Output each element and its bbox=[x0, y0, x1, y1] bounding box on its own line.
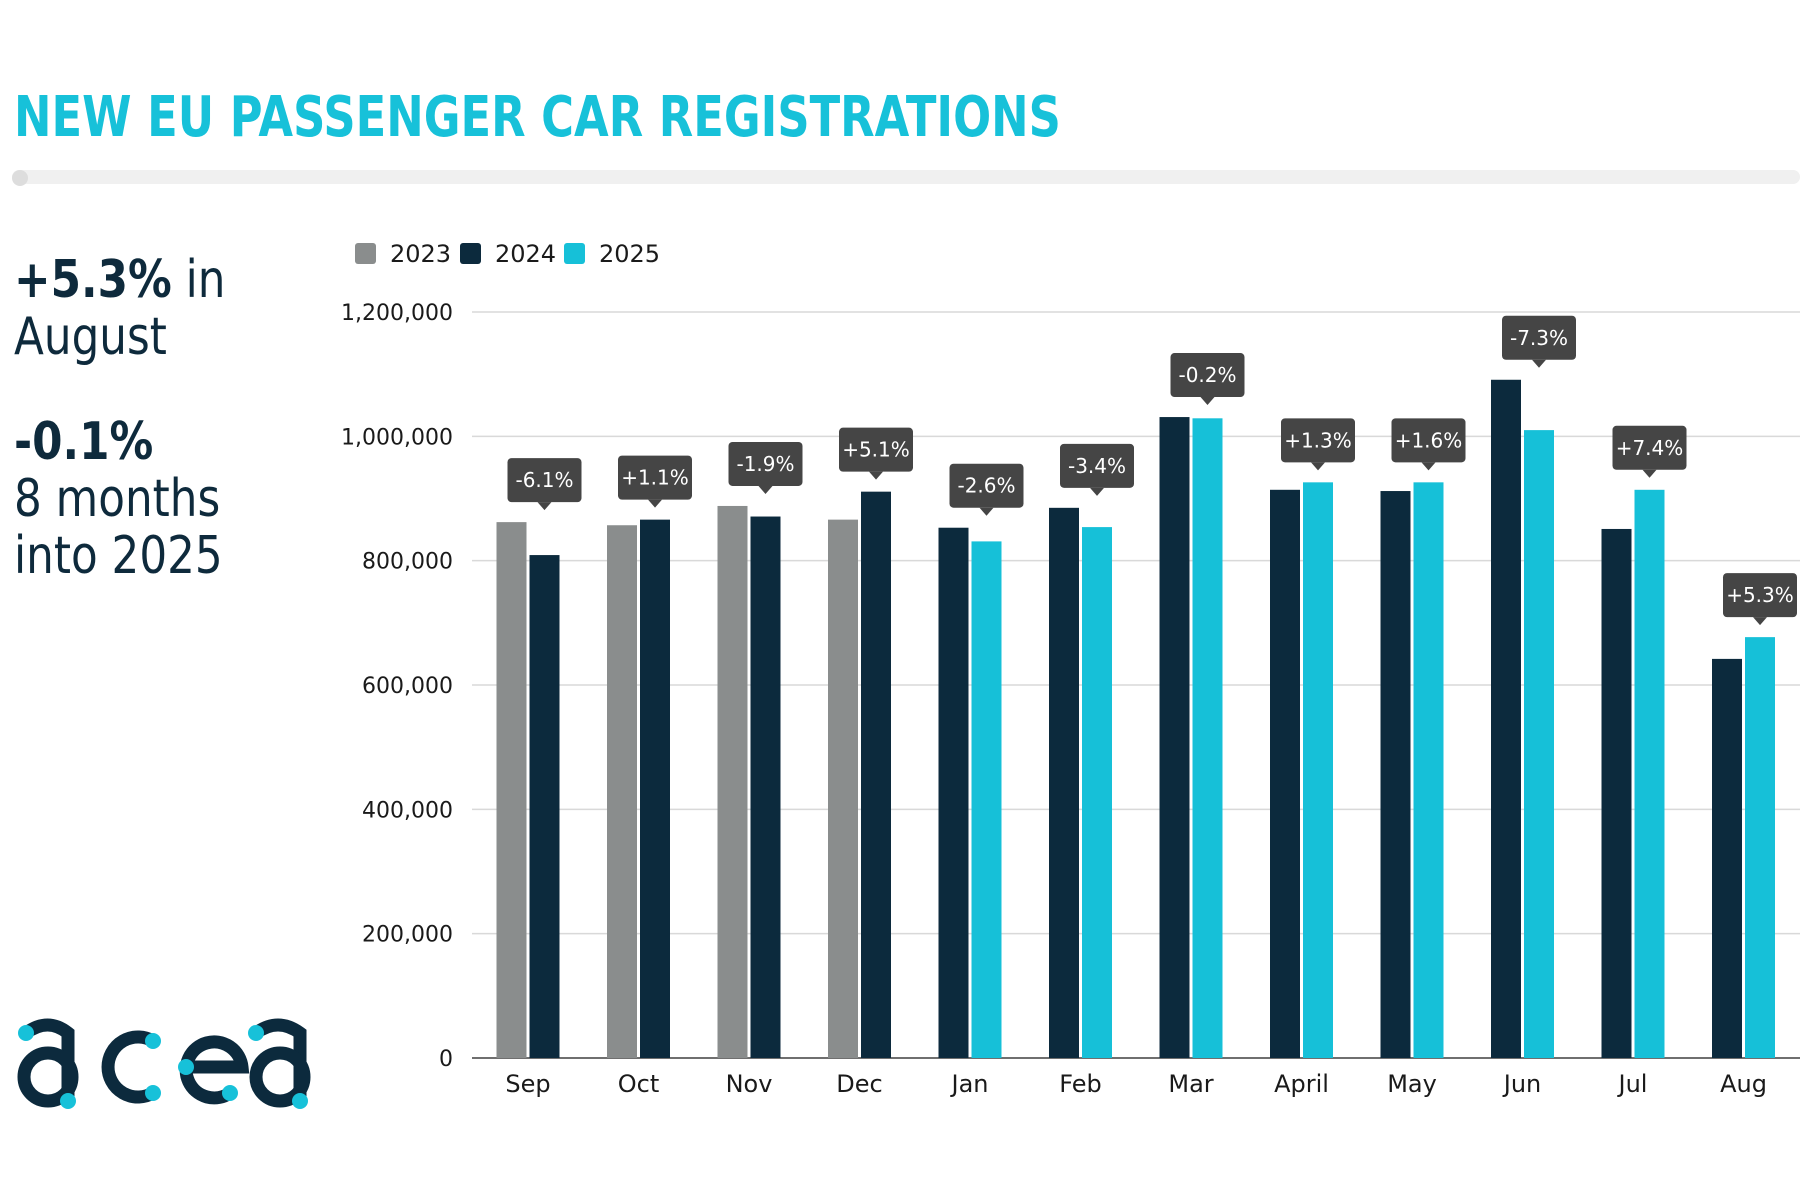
change-callout-box bbox=[1723, 573, 1797, 618]
x-tick-label: Jun bbox=[1502, 1070, 1542, 1098]
change-callout-box bbox=[1170, 353, 1245, 398]
x-tick-label: Aug bbox=[1720, 1070, 1767, 1098]
change-callout-pointer bbox=[1753, 617, 1767, 626]
bar-sep-2024 bbox=[529, 555, 560, 1058]
bar-nov-2024 bbox=[750, 516, 781, 1058]
change-callout-pointer bbox=[1532, 359, 1546, 368]
change-callout-box bbox=[1502, 315, 1576, 360]
legend-label-2025: 2025 bbox=[599, 240, 660, 268]
y-tick-label: 200,000 bbox=[362, 923, 453, 948]
change-callout-pointer bbox=[1421, 462, 1436, 471]
x-tick-label: Feb bbox=[1059, 1070, 1102, 1098]
x-tick-label: April bbox=[1274, 1070, 1329, 1098]
chart-title: NEW EU PASSENGER CAR REGISTRATIONS bbox=[14, 85, 1061, 150]
change-callout-label: -7.3% bbox=[1510, 326, 1568, 350]
change-callout-label: +1.3% bbox=[1284, 428, 1352, 452]
y-tick-label: 400,000 bbox=[362, 798, 453, 823]
bar-jan-2024 bbox=[938, 527, 969, 1058]
august-change-suffix: in bbox=[171, 250, 226, 310]
change-callout-box bbox=[949, 463, 1024, 508]
bar-oct-2023 bbox=[607, 525, 637, 1058]
bar-april-2024 bbox=[1270, 489, 1300, 1059]
ytd-label-line1: 8 months bbox=[14, 469, 221, 529]
bar-dec-2023 bbox=[828, 519, 858, 1058]
ytd-label-line2: into 2025 bbox=[14, 526, 223, 586]
change-callout-box bbox=[839, 427, 913, 472]
bar-sep-2023 bbox=[496, 522, 527, 1058]
legend-swatch-2023 bbox=[355, 243, 376, 264]
y-tick-label: 1,200,000 bbox=[341, 301, 453, 326]
change-callout-label: +5.3% bbox=[1726, 583, 1794, 607]
acea-logo bbox=[17, 1018, 311, 1109]
x-tick-label: Nov bbox=[726, 1070, 773, 1098]
x-tick-label: Mar bbox=[1168, 1070, 1213, 1098]
change-callout-label: +7.4% bbox=[1616, 436, 1684, 460]
change-callout-box bbox=[1060, 443, 1134, 488]
bar-jan-2025 bbox=[971, 541, 1002, 1058]
legend-swatch-2025 bbox=[564, 243, 585, 264]
change-callout-box bbox=[1391, 418, 1466, 463]
change-callout-pointer bbox=[979, 507, 994, 516]
divider-dot bbox=[12, 170, 28, 186]
title-divider bbox=[12, 170, 1800, 184]
y-tick-label: 800,000 bbox=[362, 550, 453, 575]
august-stat: +5.3% in August bbox=[14, 252, 225, 366]
bar-feb-2024 bbox=[1049, 507, 1079, 1058]
change-callout-label: -1.9% bbox=[736, 452, 794, 476]
change-callout-label: +1.6% bbox=[1395, 428, 1463, 452]
y-tick-label: 0 bbox=[439, 1047, 453, 1072]
legend-label-2023: 2023 bbox=[390, 240, 451, 268]
change-callout-pointer bbox=[1090, 487, 1104, 496]
x-tick-label: Dec bbox=[836, 1070, 882, 1098]
legend-swatch-2024 bbox=[460, 243, 481, 264]
change-callout-pointer bbox=[869, 471, 883, 480]
change-callout-box bbox=[507, 458, 582, 503]
bar-feb-2025 bbox=[1082, 527, 1112, 1058]
august-change-value: +5.3% bbox=[14, 250, 172, 310]
bar-aug-2025 bbox=[1745, 637, 1775, 1058]
bar-nov-2023 bbox=[717, 505, 748, 1059]
change-callout-pointer bbox=[1642, 469, 1657, 478]
ytd-stat: -0.1% 8 months into 2025 bbox=[14, 414, 223, 585]
august-label: August bbox=[14, 307, 167, 367]
bar-mar-2025 bbox=[1192, 418, 1223, 1058]
change-callout-box bbox=[728, 441, 803, 486]
bar-jul-2024 bbox=[1601, 528, 1632, 1058]
change-callout-label: -0.2% bbox=[1178, 363, 1236, 387]
change-callout-pointer bbox=[537, 502, 552, 511]
ytd-change-value: -0.1% bbox=[14, 412, 154, 472]
y-tick-label: 1,000,000 bbox=[341, 425, 453, 450]
bar-oct-2024 bbox=[640, 519, 670, 1058]
change-callout-box bbox=[1612, 425, 1687, 470]
x-tick-label: Jan bbox=[950, 1070, 989, 1098]
change-callout-label: +5.1% bbox=[842, 438, 910, 462]
bar-aug-2024 bbox=[1712, 658, 1742, 1058]
legend-label-2024: 2024 bbox=[495, 240, 556, 268]
x-tick-label: May bbox=[1387, 1070, 1437, 1098]
bar-mar-2024 bbox=[1159, 417, 1190, 1059]
bar-dec-2024 bbox=[861, 491, 891, 1059]
y-tick-label: 600,000 bbox=[362, 674, 453, 699]
change-callout-label: -3.4% bbox=[1068, 454, 1126, 478]
change-callout-label: -2.6% bbox=[957, 474, 1015, 498]
change-callout-box bbox=[1281, 418, 1355, 463]
change-callout-pointer bbox=[1200, 397, 1215, 406]
x-tick-label: Sep bbox=[505, 1070, 550, 1098]
change-callout-label: +1.1% bbox=[621, 466, 689, 490]
bar-april-2025 bbox=[1303, 482, 1333, 1058]
bar-may-2024 bbox=[1380, 491, 1411, 1058]
change-callout-pointer bbox=[758, 485, 773, 494]
x-tick-label: Jul bbox=[1617, 1070, 1648, 1098]
change-callout-label: -6.1% bbox=[515, 468, 573, 492]
bar-may-2025 bbox=[1413, 482, 1444, 1058]
change-callout-pointer bbox=[1311, 462, 1325, 471]
bar-jul-2025 bbox=[1634, 489, 1665, 1059]
change-callout-box bbox=[618, 455, 692, 500]
bar-jun-2024 bbox=[1491, 379, 1521, 1058]
x-tick-label: Oct bbox=[618, 1070, 660, 1098]
change-callout-pointer bbox=[648, 499, 662, 508]
bar-jun-2025 bbox=[1524, 430, 1554, 1058]
